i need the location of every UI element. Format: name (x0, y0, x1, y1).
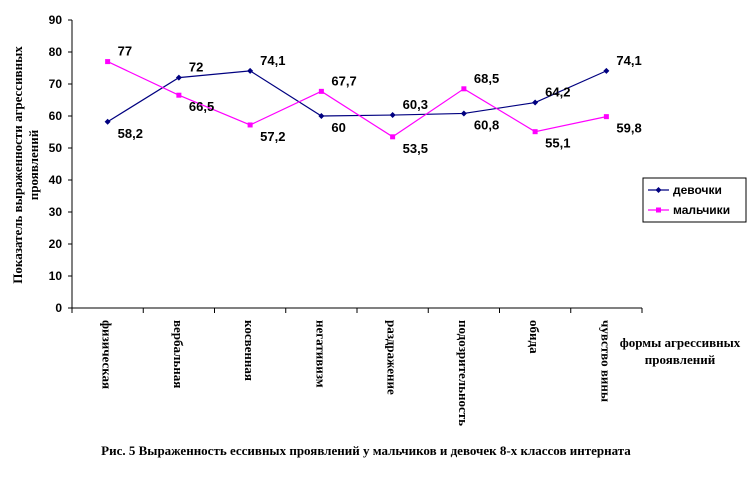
x-tick-label: чувство вины (598, 320, 613, 402)
x-tick-label: негативизм (313, 320, 328, 388)
series-2-point (461, 86, 467, 92)
x-tick-label: косвенная (242, 320, 257, 381)
data-label: 60,3 (403, 97, 428, 112)
series-1-point (247, 67, 254, 74)
y-tick-label: 20 (49, 237, 63, 251)
data-label: 53,5 (403, 141, 428, 156)
series-1-point (603, 67, 610, 74)
y-tick-label: 30 (49, 205, 63, 219)
series-line-1 (107, 70, 607, 123)
x-axis-label-line-2: проявлений (645, 352, 716, 367)
x-tick-label: физическая (100, 320, 115, 389)
x-axis-label-group: формы агрессивных проявлений (620, 335, 741, 367)
x-axis-label-line-1: формы агрессивных (620, 335, 741, 350)
series-1-point (460, 110, 467, 117)
legend-swatch-marker (655, 187, 662, 193)
series-1-point (318, 113, 325, 119)
series-1-point (175, 74, 182, 81)
y-axis-label-group: Показатель выраженности агрессивных проя… (10, 46, 41, 284)
y-tick-label: 80 (49, 45, 63, 59)
data-label: 68,5 (474, 71, 499, 86)
y-tick-label: 60 (49, 109, 63, 123)
data-label: 77 (118, 44, 132, 59)
y-tick-label: 40 (49, 173, 63, 187)
series-2-point (390, 134, 396, 140)
y-tick-label: 0 (55, 301, 62, 315)
y-tick-label: 70 (49, 77, 63, 91)
data-label: 57,2 (260, 129, 285, 144)
data-label: 60 (331, 120, 345, 135)
data-label: 60,8 (474, 117, 499, 132)
y-axis-label-line-1: Показатель выраженности агрессивных (10, 46, 25, 284)
x-tick-label: раздражение (385, 320, 400, 395)
data-label: 67,7 (331, 73, 356, 88)
data-label: 66,5 (189, 99, 214, 114)
legend-swatch-marker (656, 207, 661, 213)
figure-caption: Рис. 5 Выраженность ессивных проявлений … (101, 443, 631, 458)
x-tick-labels: физическая вербальная косвенная негативизм р… (100, 320, 614, 426)
data-label: 58,2 (118, 126, 143, 141)
y-tick-label: 50 (49, 141, 63, 155)
series-1-point (389, 112, 396, 119)
series-2-point (318, 88, 324, 94)
series-layer (104, 59, 610, 140)
y-axis-label-line-2: проявлений (26, 129, 41, 200)
legend: девочки мальчики (642, 177, 747, 223)
x-tick-label: подозрительность (456, 320, 471, 426)
series-1-point (104, 118, 111, 125)
series-1-point (532, 99, 539, 106)
series-2-point (176, 92, 182, 98)
data-label: 74,1 (616, 53, 641, 68)
y-tick-labels: 0 10 20 30 40 50 60 70 80 90 (49, 13, 63, 315)
legend-label: мальчики (673, 203, 730, 217)
series-2-point (603, 114, 609, 120)
data-label: 55,1 (545, 136, 570, 151)
data-label: 64,2 (545, 85, 570, 100)
x-tick-label: обида (527, 320, 542, 354)
series-2-point (247, 122, 253, 128)
data-labels-layer: 58,2 72 74,1 60 60,3 60,8 64,2 74,1 77 66,5 57,2 67… (118, 44, 642, 156)
series-2-point (105, 59, 111, 65)
y-tick-label: 10 (49, 269, 63, 283)
y-tick-label: 90 (49, 13, 63, 27)
series-2-point (532, 129, 538, 135)
series-line-2 (107, 61, 607, 138)
data-label: 59,8 (616, 121, 641, 136)
x-tick-label: вербальная (171, 320, 186, 388)
data-label: 74,1 (260, 53, 285, 68)
legend-box (642, 177, 747, 223)
axes (68, 19, 643, 313)
legend-label: девочки (673, 183, 722, 197)
data-label: 72 (189, 60, 203, 75)
